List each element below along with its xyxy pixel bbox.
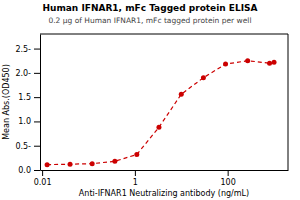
y-axis-title: Mean Abs.(OD450) [2, 64, 11, 140]
tick: 0.0 [18, 166, 40, 175]
frame [40, 34, 288, 35]
tick-label: 0.01 [34, 178, 52, 187]
point [156, 125, 161, 130]
tick-label: 100 [221, 178, 236, 187]
tick-label: 1.5 [18, 93, 31, 102]
tick-label: 1 [133, 178, 138, 187]
tick-label: 2.0- [15, 69, 31, 78]
tick: 100 [221, 170, 236, 187]
tick-label: 1.0 [18, 117, 31, 126]
title: Human IFNAR1, mFc Tagged protein ELISA [42, 3, 257, 13]
axis-line [41, 170, 289, 171]
tick: 0.5- [15, 142, 40, 151]
subtitle: 0.2 μg of Human IFNAR1, mFc tagged prote… [48, 16, 251, 25]
tick-mark [34, 97, 40, 98]
tick-mark [34, 170, 40, 171]
data [45, 58, 277, 167]
point [134, 152, 139, 157]
tick: 2.5- [15, 45, 40, 54]
tick-mark [228, 170, 229, 176]
point [45, 162, 50, 167]
tick: 2.0- [15, 69, 40, 78]
point [68, 162, 73, 167]
tick-mark [34, 73, 40, 74]
point [272, 60, 277, 65]
tick-mark [135, 170, 136, 176]
x-axis-title: Anti-IFNAR1 Neutralizing antibody (ng/mL… [79, 189, 249, 198]
point [223, 62, 228, 67]
point [201, 75, 206, 80]
tick: 1 [133, 170, 138, 187]
y-axis: 0.0 0.5- 1.0 1.5 2.0- 2.5- [15, 35, 40, 176]
tick-mark [34, 121, 40, 122]
tick: 1.5 [18, 93, 40, 102]
point [267, 61, 272, 66]
point [112, 159, 117, 164]
frame [288, 34, 289, 170]
plot: 0.01 1 100 0.0 0.5- 1.0 1.5 2.0- 2.5- [15, 34, 288, 187]
tick-mark [34, 49, 40, 50]
tick-label: 0.5- [15, 142, 31, 151]
axis-line [40, 35, 41, 171]
tick: 0.01 [34, 170, 52, 187]
point [179, 92, 184, 97]
x-axis: 0.01 1 100 [34, 170, 289, 187]
tick-mark [34, 146, 40, 147]
tick-mark [42, 170, 43, 176]
chart: 0.01 1 100 0.0 0.5- 1.0 1.5 2.0- 2.5- Human IFNAR… [0, 0, 300, 200]
line [47, 61, 274, 165]
tick: 1.0 [18, 117, 40, 126]
tick-label: 2.5- [15, 45, 31, 54]
tick-label: 0.0 [18, 166, 31, 175]
point [245, 58, 250, 63]
point [90, 161, 95, 166]
